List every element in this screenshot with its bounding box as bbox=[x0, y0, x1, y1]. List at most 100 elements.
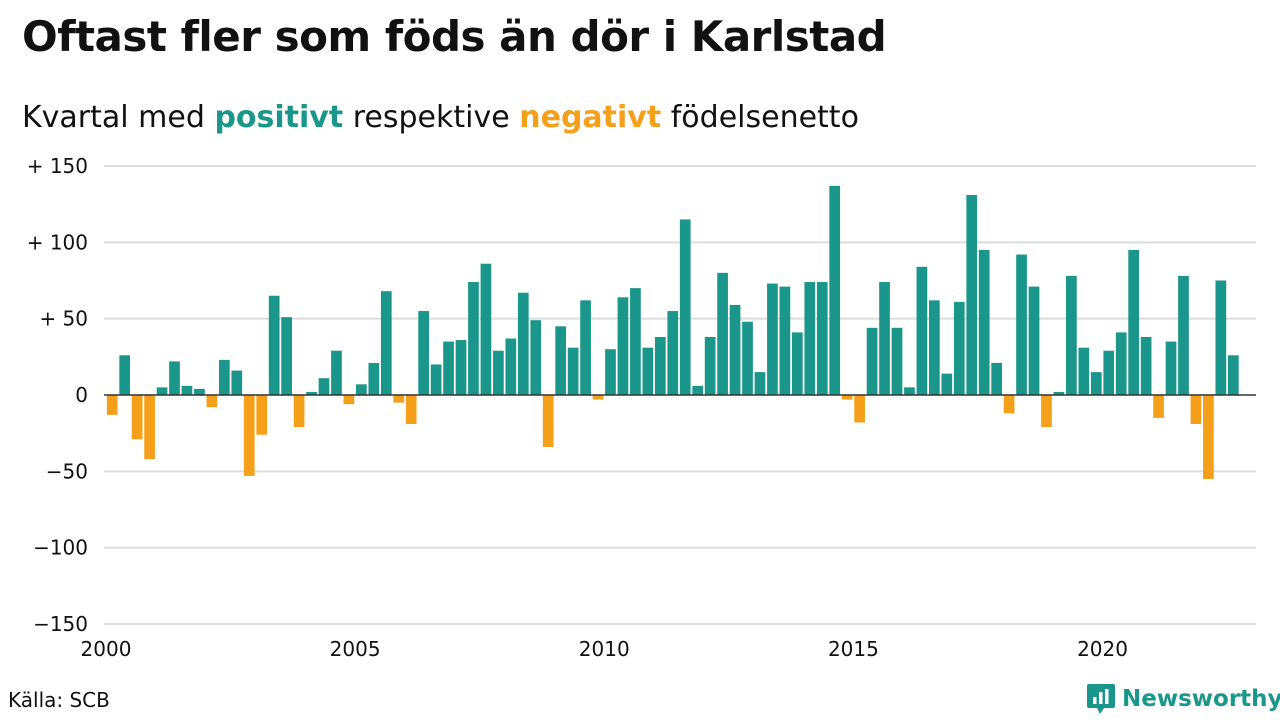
bar bbox=[243, 395, 255, 476]
bar bbox=[966, 195, 978, 395]
bar bbox=[617, 297, 629, 395]
bar bbox=[978, 249, 990, 395]
bar bbox=[742, 321, 753, 395]
bar bbox=[306, 391, 317, 395]
bar bbox=[318, 378, 330, 395]
newsworthy-logo-icon bbox=[1087, 684, 1115, 714]
bar bbox=[418, 311, 429, 395]
bar bbox=[1140, 336, 1152, 395]
bar bbox=[281, 317, 292, 395]
x-tick-label: 2005 bbox=[330, 637, 381, 661]
bar bbox=[256, 395, 268, 435]
bar bbox=[592, 395, 604, 400]
bar bbox=[455, 340, 467, 395]
subtitle-middle: respektive bbox=[352, 100, 510, 135]
bar bbox=[1028, 286, 1040, 395]
bar bbox=[704, 336, 716, 395]
bar bbox=[268, 295, 280, 395]
bar bbox=[480, 263, 492, 395]
bar bbox=[493, 350, 504, 395]
bar bbox=[1103, 350, 1115, 395]
bar bbox=[468, 282, 479, 395]
bar bbox=[692, 385, 704, 395]
bar bbox=[1215, 280, 1227, 395]
y-tick-label: + 150 bbox=[27, 154, 88, 178]
x-tick-label: 2020 bbox=[1077, 637, 1128, 661]
bar bbox=[380, 291, 392, 395]
bar bbox=[679, 219, 691, 395]
bar bbox=[106, 395, 118, 415]
bar bbox=[605, 349, 616, 395]
bar bbox=[218, 359, 230, 395]
bar bbox=[642, 347, 654, 395]
y-axis-ticks: + 150 + 100 + 50 0 −50 −100 −150 bbox=[27, 154, 88, 636]
bar bbox=[156, 387, 168, 395]
bar bbox=[505, 338, 517, 395]
subtitle-positive-word: positivt bbox=[214, 100, 344, 135]
bar bbox=[904, 387, 915, 395]
bar bbox=[144, 395, 155, 460]
bar bbox=[1165, 341, 1177, 395]
bar bbox=[1203, 395, 1214, 479]
bar bbox=[953, 301, 965, 395]
x-tick-label: 2000 bbox=[81, 637, 132, 661]
bar bbox=[717, 272, 728, 395]
chart-title: Oftast fler som föds än dör i Karlstad bbox=[22, 12, 887, 61]
subtitle-prefix: Kvartal med bbox=[22, 100, 205, 135]
source-note: Källa: SCB bbox=[8, 688, 110, 712]
bar bbox=[654, 336, 666, 395]
bar bbox=[530, 320, 542, 395]
bar bbox=[804, 282, 816, 395]
bar bbox=[1190, 395, 1202, 425]
bars bbox=[106, 185, 1239, 479]
bar bbox=[393, 395, 405, 403]
bar bbox=[991, 362, 1002, 395]
bar bbox=[1066, 275, 1077, 395]
y-tick-label: −50 bbox=[46, 459, 88, 483]
bar bbox=[754, 372, 766, 395]
bar-chart: + 150+ 100+ 500−50−100−150 2000 2005 2010 2… bbox=[27, 154, 1256, 661]
bar bbox=[929, 300, 940, 395]
y-tick-label: + 100 bbox=[27, 230, 88, 254]
bar bbox=[293, 395, 305, 428]
bar bbox=[630, 288, 641, 395]
bar bbox=[729, 304, 741, 395]
bar bbox=[343, 395, 355, 405]
bar bbox=[916, 266, 928, 395]
bar bbox=[1178, 275, 1189, 395]
bar bbox=[368, 362, 380, 395]
bar bbox=[119, 355, 131, 395]
x-tick-label: 2015 bbox=[828, 637, 879, 661]
bar bbox=[1115, 332, 1127, 395]
bar bbox=[866, 327, 878, 395]
bar bbox=[791, 332, 803, 395]
bar bbox=[194, 388, 205, 395]
bar bbox=[331, 350, 342, 395]
bar bbox=[206, 395, 218, 408]
bar bbox=[779, 286, 791, 395]
bar bbox=[169, 361, 180, 395]
bar bbox=[580, 300, 591, 395]
bar bbox=[941, 373, 953, 395]
bar bbox=[841, 395, 853, 400]
bar bbox=[829, 185, 841, 395]
bar bbox=[1128, 249, 1140, 395]
bar bbox=[1041, 395, 1052, 428]
bar bbox=[816, 282, 828, 395]
y-tick-label: −150 bbox=[33, 612, 88, 636]
chart-subtitle: Kvartal med positivt respektive negativt… bbox=[22, 100, 859, 135]
brand-name: Newsworthy bbox=[1122, 686, 1280, 712]
x-axis-ticks: 2000 2005 2010 2015 2020 bbox=[81, 637, 1128, 661]
y-tick-label: −100 bbox=[33, 536, 88, 560]
x-tick-label: 2010 bbox=[579, 637, 630, 661]
bar bbox=[1078, 347, 1090, 395]
y-tick-label: 0 bbox=[75, 383, 88, 407]
bar bbox=[1016, 254, 1027, 395]
bar bbox=[1090, 372, 1102, 395]
bar bbox=[667, 311, 679, 395]
bar bbox=[542, 395, 554, 447]
bar bbox=[767, 283, 778, 395]
bar bbox=[231, 370, 243, 395]
bar bbox=[567, 347, 579, 395]
bar bbox=[443, 341, 454, 395]
